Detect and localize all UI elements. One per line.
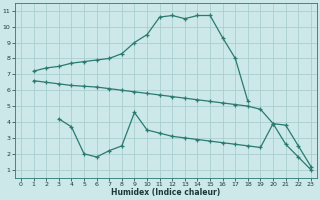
X-axis label: Humidex (Indice chaleur): Humidex (Indice chaleur)	[111, 188, 220, 197]
